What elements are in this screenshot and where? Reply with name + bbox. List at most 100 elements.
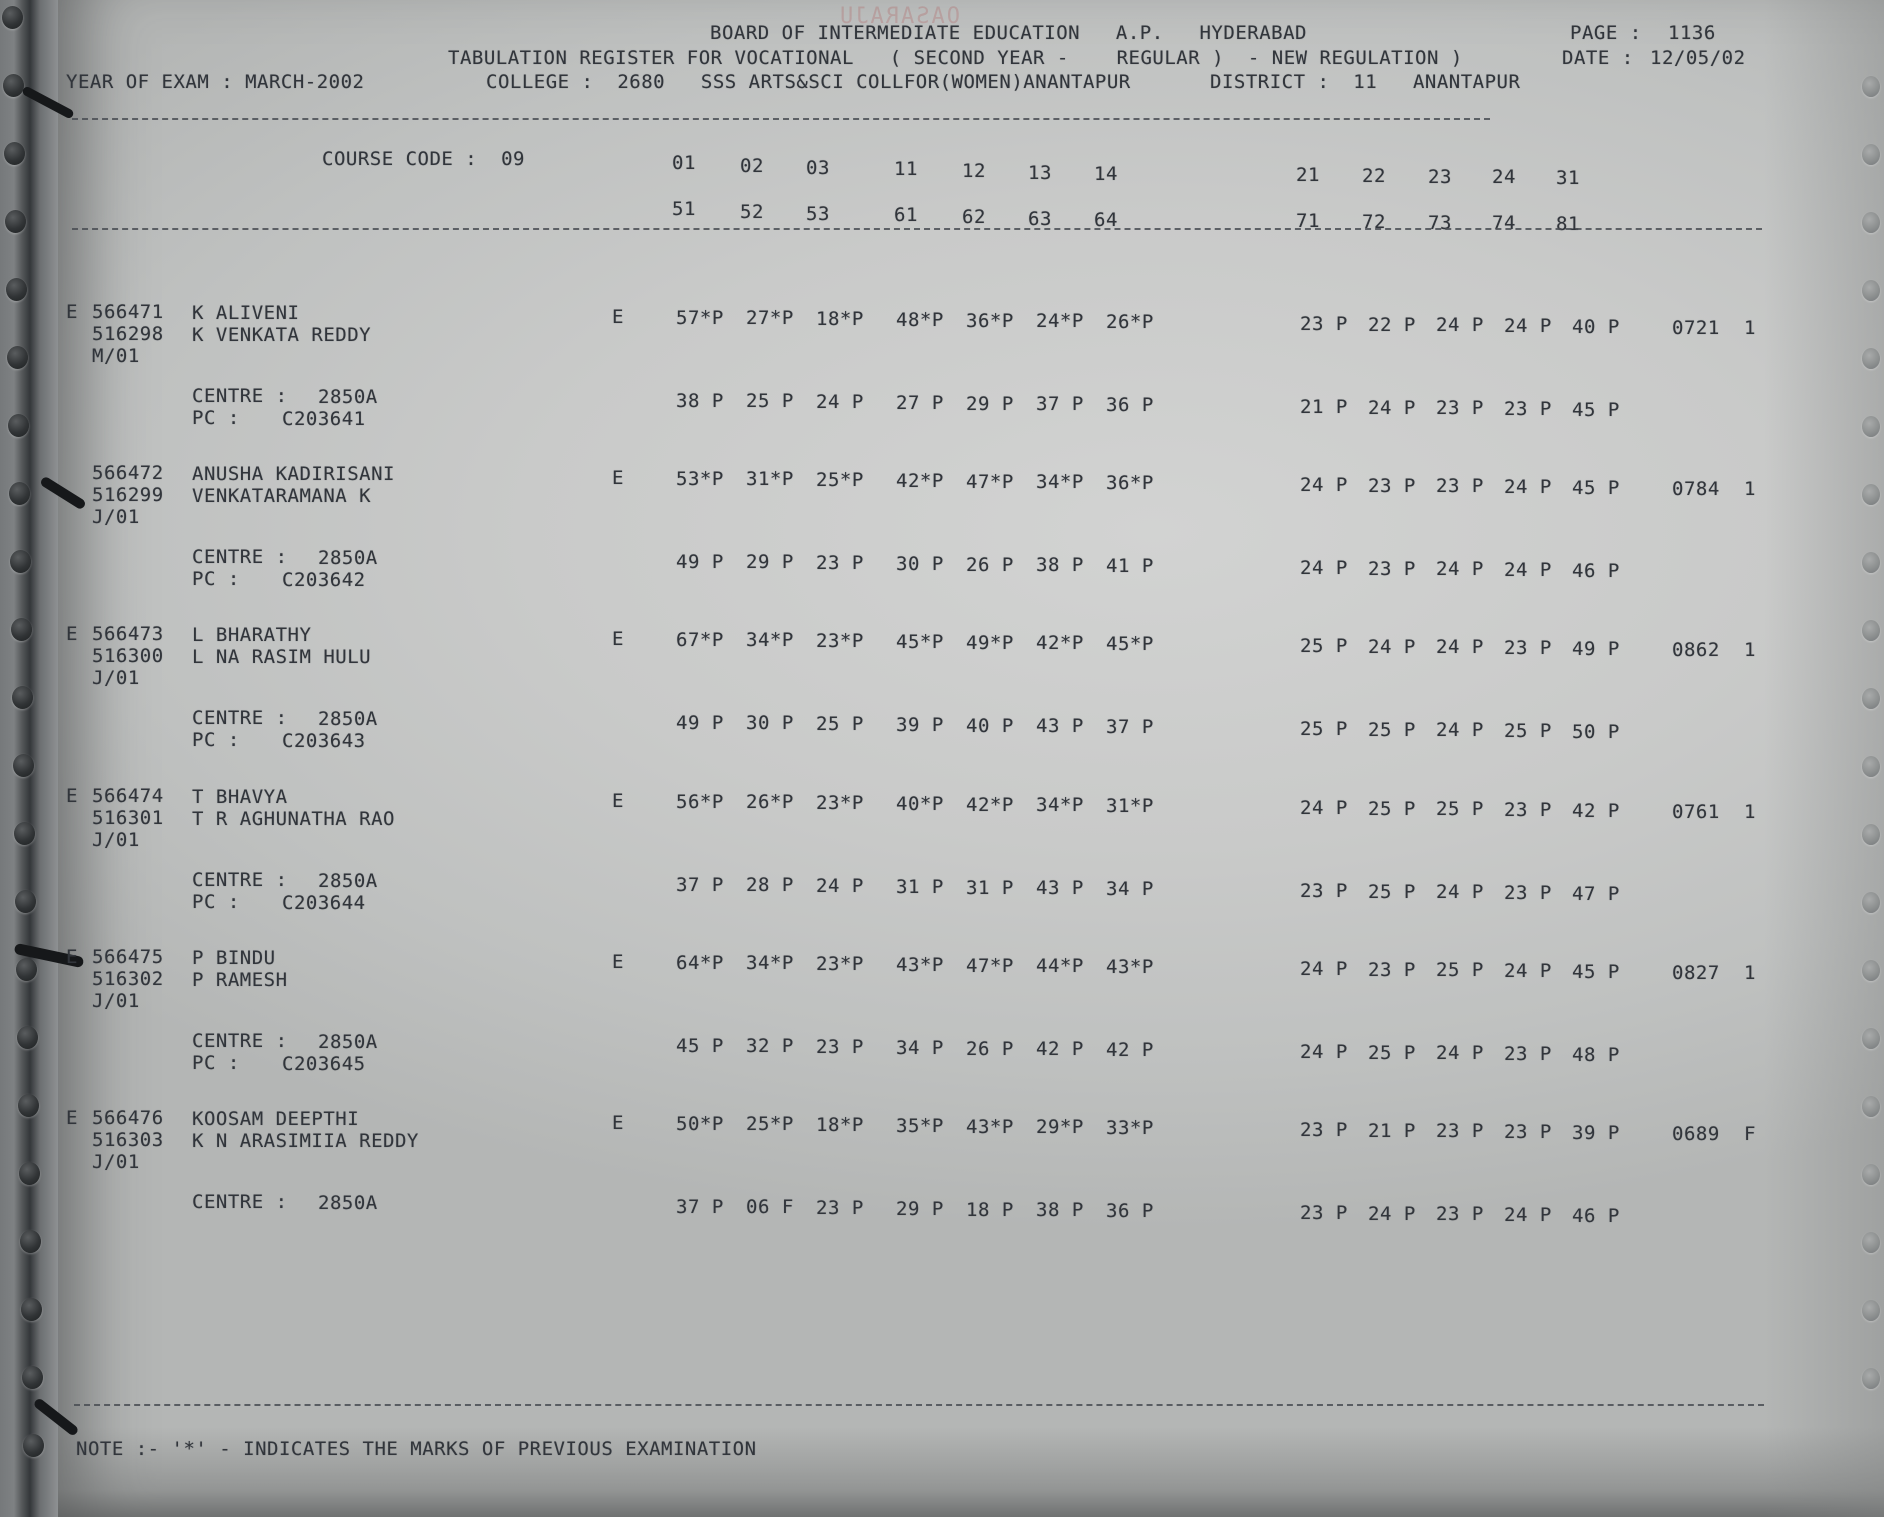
mark2-vocational-1: 39 P (896, 714, 944, 736)
medium-flag: E (612, 790, 624, 812)
mark2-practical-2: 25 P (1368, 881, 1416, 903)
result-code: 1 (1744, 478, 1756, 500)
mark-practical-5: 42 P (1572, 800, 1620, 822)
feed-hole-right (1862, 1096, 1880, 1117)
mark2-vocational-2: 29 P (966, 393, 1014, 415)
student-name: ANUSHA KADIRISANI (192, 463, 395, 485)
record-flag: E (66, 946, 78, 968)
mark2-theory-1: 45 P (676, 1035, 724, 1057)
centre-label: CENTRE : (192, 546, 288, 568)
feed-hole-right (1862, 1300, 1880, 1321)
total-marks: 0827 (1672, 962, 1720, 984)
feed-hole-right (1862, 892, 1880, 913)
result-code: 1 (1744, 639, 1756, 661)
mark-practical-5: 45 P (1572, 477, 1620, 499)
mark2-theory-2: 06 F (746, 1196, 794, 1218)
subject-code-r1c2: 02 (740, 155, 764, 177)
feed-hole-right (1862, 76, 1880, 97)
mark-practical-4: 24 P (1504, 476, 1552, 498)
feed-hole-left (23, 1434, 44, 1457)
pc-label: PC : (192, 407, 240, 429)
mark-theory-2: 26*P (746, 791, 794, 813)
feed-hole-right (1862, 348, 1880, 369)
student-name: T BHAVYA (192, 786, 288, 808)
pc-value: C203644 (282, 892, 366, 914)
feed-hole-right (1862, 1164, 1880, 1185)
mark-practical-5: 45 P (1572, 961, 1620, 983)
feed-hole-left (22, 1366, 43, 1389)
mark2-practical-3: 23 P (1436, 1203, 1484, 1225)
mark2-vocational-4: 42 P (1106, 1039, 1154, 1061)
mark2-practical-3: 24 P (1436, 558, 1484, 580)
mark-theory-1: 64*P (676, 952, 724, 974)
serial-number: 516298 (92, 323, 164, 345)
medium-flag: E (612, 628, 624, 650)
subject-code-r1c8: 21 (1296, 164, 1320, 186)
centre-value: 2850A (318, 1031, 378, 1053)
subject-code-r2c1: 51 (672, 198, 696, 220)
mark2-vocational-4: 36 P (1106, 1200, 1154, 1222)
header-divider-rule (72, 118, 1490, 120)
mark-practical-2: 23 P (1368, 959, 1416, 981)
feed-hole-left (20, 1230, 41, 1253)
mark-practical-3: 25 P (1436, 798, 1484, 820)
father-name: T R AGHUNATHA RAO (192, 808, 395, 830)
mark-practical-4: 23 P (1504, 799, 1552, 821)
feed-hole-left (2, 6, 23, 29)
mark-vocational-1: 42*P (896, 470, 944, 492)
mark2-vocational-2: 26 P (966, 1038, 1014, 1060)
date-value: 12/05/02 (1650, 47, 1746, 69)
medium-code: J/01 (92, 990, 140, 1012)
result-code: 1 (1744, 317, 1756, 339)
mark2-vocational-4: 36 P (1106, 394, 1154, 416)
feed-hole-right (1862, 552, 1880, 573)
subject-code-r2c6: 63 (1028, 208, 1052, 230)
feed-hole-left (9, 482, 30, 505)
mark-practical-1: 24 P (1300, 958, 1348, 980)
mark2-practical-1: 23 P (1300, 1202, 1348, 1224)
mark-vocational-1: 35*P (896, 1115, 944, 1137)
mark2-vocational-3: 43 P (1036, 715, 1084, 737)
feed-hole-right (1862, 1028, 1880, 1049)
pc-label: PC : (192, 1052, 240, 1074)
student-name: L BHARATHY (192, 624, 312, 646)
feed-hole-right (1862, 756, 1880, 777)
mark-practical-2: 25 P (1368, 798, 1416, 820)
feed-hole-left (8, 414, 29, 437)
subject-code-r1c12: 31 (1556, 167, 1580, 189)
mark2-practical-3: 24 P (1436, 881, 1484, 903)
pc-value: C203641 (282, 408, 366, 430)
mark2-practical-5: 50 P (1572, 721, 1620, 743)
registration-number: 566473 (92, 623, 164, 645)
feed-hole-right (1862, 1368, 1880, 1389)
medium-flag: E (612, 306, 624, 328)
mark-vocational-3: 34*P (1036, 471, 1084, 493)
subject-code-r2c3: 53 (806, 203, 830, 225)
mark-theory-2: 34*P (746, 629, 794, 651)
record-flag: E (66, 623, 78, 645)
feed-hole-left (18, 1094, 39, 1117)
mark2-theory-1: 49 P (676, 551, 724, 573)
mark-practical-3: 25 P (1436, 959, 1484, 981)
mark-vocational-3: 42*P (1036, 632, 1084, 654)
mark-theory-3: 23*P (816, 953, 864, 975)
mark2-theory-1: 49 P (676, 712, 724, 734)
mark-theory-2: 25*P (746, 1113, 794, 1135)
father-name: VENKATARAMANA K (192, 485, 372, 507)
result-code: F (1744, 1123, 1756, 1145)
feed-hole-left (3, 74, 24, 97)
result-code: 1 (1744, 801, 1756, 823)
centre-value: 2850A (318, 547, 378, 569)
mark2-theory-2: 28 P (746, 874, 794, 896)
pc-value: C203643 (282, 730, 366, 752)
footer-note: NOTE :- '*' - INDICATES THE MARKS OF PRE… (76, 1438, 757, 1460)
mark2-vocational-4: 41 P (1106, 555, 1154, 577)
paper-sheet (58, 0, 1884, 1517)
mark2-theory-3: 23 P (816, 1036, 864, 1058)
page-number: 1136 (1668, 22, 1716, 44)
mark-practical-3: 24 P (1436, 314, 1484, 336)
mark2-theory-2: 30 P (746, 712, 794, 734)
mark-practical-3: 24 P (1436, 636, 1484, 658)
mark-vocational-4: 33*P (1106, 1117, 1154, 1139)
mark2-practical-1: 25 P (1300, 718, 1348, 740)
